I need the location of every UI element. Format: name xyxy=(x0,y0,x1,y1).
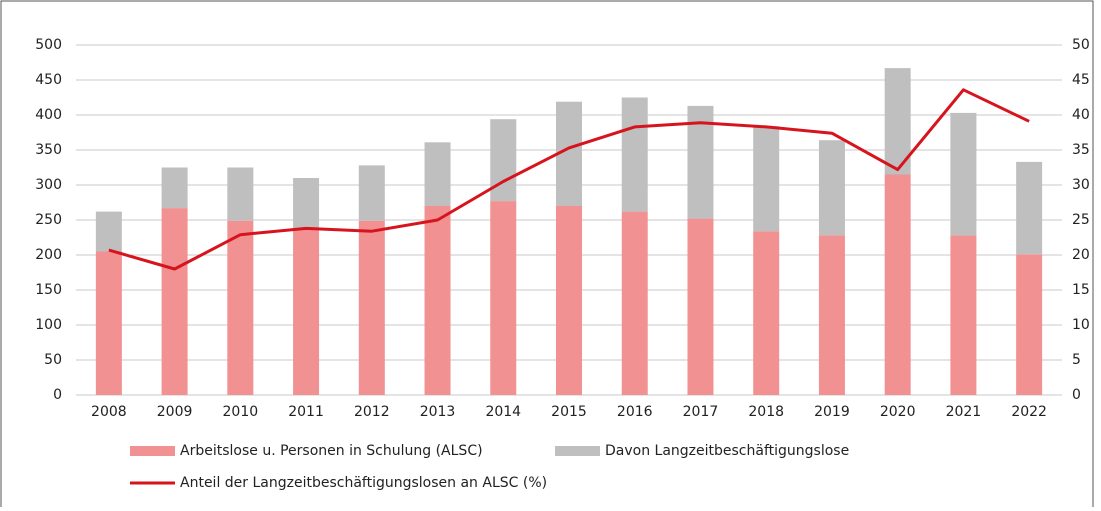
y-tick-label: 0 xyxy=(53,387,62,403)
x-tick-label: 2013 xyxy=(420,404,456,420)
x-tick-label: 2009 xyxy=(157,404,193,420)
y-tick-label: 300 xyxy=(35,177,62,193)
bar xyxy=(424,142,451,206)
bar xyxy=(227,220,254,395)
y-tick-label: 200 xyxy=(35,247,62,263)
x-tick-label: 2017 xyxy=(683,404,719,420)
y2-tick-label: 50 xyxy=(1072,37,1090,53)
bar xyxy=(95,251,122,395)
x-tick-label: 2010 xyxy=(223,404,259,420)
bar xyxy=(227,167,254,221)
y2-tick-label: 10 xyxy=(1072,317,1090,333)
x-tick-label: 2015 xyxy=(551,404,587,420)
bar xyxy=(293,178,320,229)
bar xyxy=(621,211,648,395)
bar xyxy=(950,235,977,395)
y-tick-label: 250 xyxy=(35,212,62,228)
y2-tick-label: 40 xyxy=(1072,107,1090,123)
bar xyxy=(950,112,977,236)
legend-label: Davon Langzeitbeschäftigungslose xyxy=(605,443,849,459)
bar xyxy=(490,119,517,202)
y2-tick-label: 25 xyxy=(1072,212,1090,228)
bar xyxy=(884,174,911,395)
y-tick-label: 150 xyxy=(35,282,62,298)
x-tick-label: 2022 xyxy=(1011,404,1047,420)
bar xyxy=(818,235,845,395)
y-tick-label: 100 xyxy=(35,317,62,333)
x-tick-label: 2012 xyxy=(354,404,390,420)
y-tick-label: 400 xyxy=(35,107,62,123)
x-tick-label: 2014 xyxy=(485,404,521,420)
x-tick-label: 2011 xyxy=(288,404,324,420)
bar xyxy=(818,140,845,236)
y2-tick-label: 30 xyxy=(1072,177,1090,193)
y2-tick-label: 35 xyxy=(1072,142,1090,158)
y2-tick-label: 15 xyxy=(1072,282,1090,298)
y-tick-label: 450 xyxy=(35,72,62,88)
y-tick-label: 50 xyxy=(44,352,62,368)
bar xyxy=(621,97,648,212)
bar xyxy=(161,208,188,395)
y2-tick-label: 45 xyxy=(1072,72,1090,88)
legend-label: Anteil der Langzeitbeschäftigungslosen a… xyxy=(180,475,547,491)
bar xyxy=(95,211,122,252)
bar xyxy=(1016,161,1043,255)
bar xyxy=(293,228,320,395)
x-tick-label: 2021 xyxy=(946,404,982,420)
x-tick-label: 2008 xyxy=(91,404,127,420)
x-tick-label: 2018 xyxy=(748,404,784,420)
bar xyxy=(687,218,714,395)
legend-label: Arbeitslose u. Personen in Schulung (ALS… xyxy=(180,443,483,459)
bar xyxy=(161,167,188,209)
x-tick-label: 2019 xyxy=(814,404,850,420)
y-tick-label: 350 xyxy=(35,142,62,158)
bar xyxy=(1016,254,1043,395)
bar xyxy=(490,201,517,395)
line xyxy=(108,88,1030,271)
y2-tick-label: 0 xyxy=(1072,387,1081,403)
y2-tick-label: 20 xyxy=(1072,247,1090,263)
legend-swatch xyxy=(555,446,600,456)
bar xyxy=(556,206,582,395)
x-tick-label: 2016 xyxy=(617,404,653,420)
bar xyxy=(753,231,780,395)
y2-tick-label: 5 xyxy=(1072,352,1081,368)
bar xyxy=(753,126,780,232)
bar xyxy=(424,206,451,395)
bar xyxy=(358,220,385,395)
legend-swatch xyxy=(130,446,175,456)
y-tick-label: 500 xyxy=(35,37,62,53)
bar xyxy=(358,165,385,221)
x-tick-label: 2020 xyxy=(880,404,916,420)
